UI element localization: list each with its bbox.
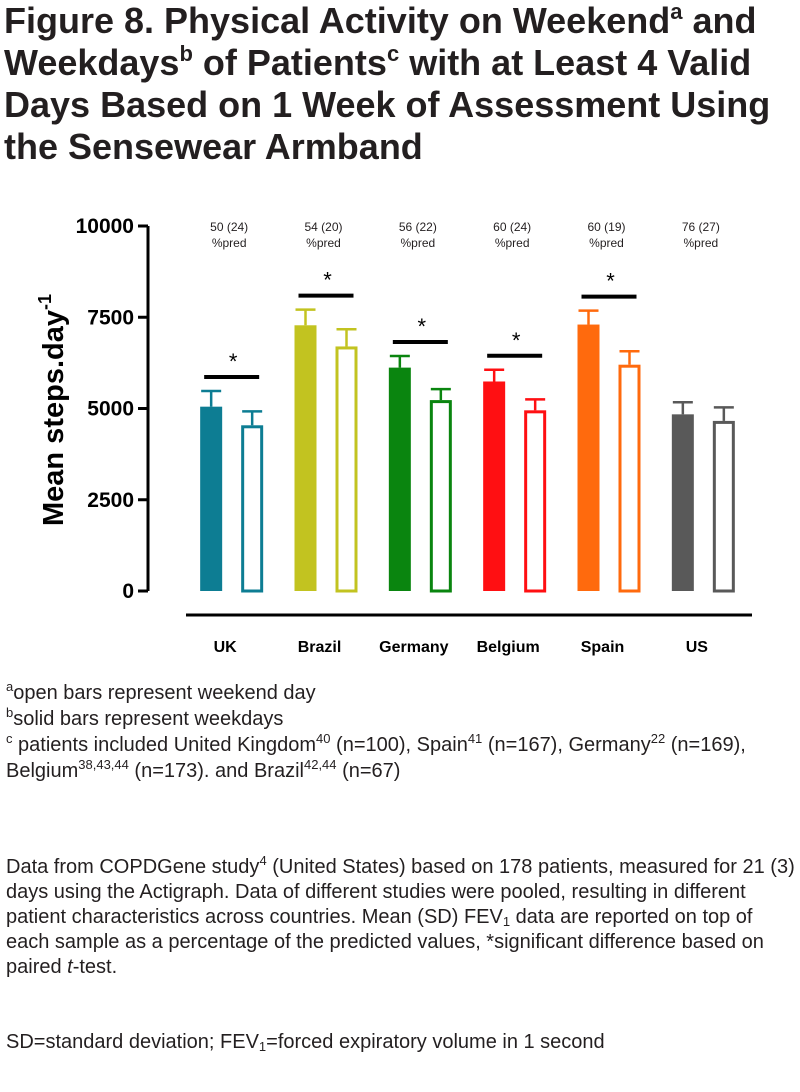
solid-bar [577, 324, 600, 591]
significance-mark: * [606, 269, 615, 294]
open-bar [712, 420, 735, 593]
fev1-label: 60 (24) [493, 220, 531, 234]
abbreviations-paragraph: SD=standard deviation; FEV1=forced expir… [6, 1031, 605, 1054]
category-label: UK [214, 639, 238, 656]
fev1-unit: %pred [400, 236, 435, 250]
footnote-b: bsolid bars represent weekdays [6, 705, 284, 730]
category-label: Spain [581, 639, 625, 656]
solid-bar [200, 406, 223, 591]
y-tick-label: 10000 [76, 215, 134, 238]
significance-mark: * [323, 268, 332, 293]
y-tick-label: 0 [122, 580, 134, 603]
category-label: Germany [379, 639, 448, 656]
figure-title: Figure 8. Physical Activity on Weekenda … [4, 0, 771, 167]
y-tick-label: 5000 [87, 398, 134, 421]
y-tick-label: 7500 [87, 306, 134, 329]
footnote-c: c patients included United Kingdom40 (n=… [6, 731, 746, 782]
category-label: Belgium [477, 639, 540, 656]
open-bar [335, 346, 358, 593]
fev1-label: 60 (19) [587, 220, 625, 234]
significance-mark: * [512, 328, 521, 353]
category-label: Brazil [298, 639, 342, 656]
solid-bar [671, 414, 694, 591]
data-source-paragraph: Data from COPDGene study4 (United States… [6, 853, 795, 978]
open-bar [429, 400, 452, 593]
category-label: US [686, 639, 709, 656]
footnotes: aopen bars represent weekend day bsolid … [6, 680, 796, 784]
fev1-unit: %pred [495, 236, 530, 250]
significance-mark: * [229, 349, 238, 374]
fev1-label: 54 (20) [304, 220, 342, 234]
fev1-label: 50 (24) [210, 220, 248, 234]
fev1-unit: %pred [589, 236, 624, 250]
solid-bar [483, 381, 506, 591]
fev1-unit: %pred [306, 236, 341, 250]
footnote-a: aopen bars represent weekend day [6, 679, 316, 704]
y-tick-label: 2500 [87, 489, 134, 512]
significance-mark: * [418, 314, 427, 339]
fev1-unit: %pred [683, 236, 718, 250]
open-bar [618, 364, 641, 593]
solid-bar [388, 367, 411, 591]
solid-bar [294, 325, 317, 591]
fev1-label: 76 (27) [682, 220, 720, 234]
open-bar [241, 425, 264, 593]
fev1-unit: %pred [212, 236, 247, 250]
open-bar [524, 410, 547, 593]
bar-chart: 0 2500 5000 7500 10000 Mean steps.day-1 * 50 (2… [35, 215, 752, 656]
y-axis-label: Mean steps.day-1 [35, 294, 70, 526]
fev1-label: 56 (22) [399, 220, 437, 234]
